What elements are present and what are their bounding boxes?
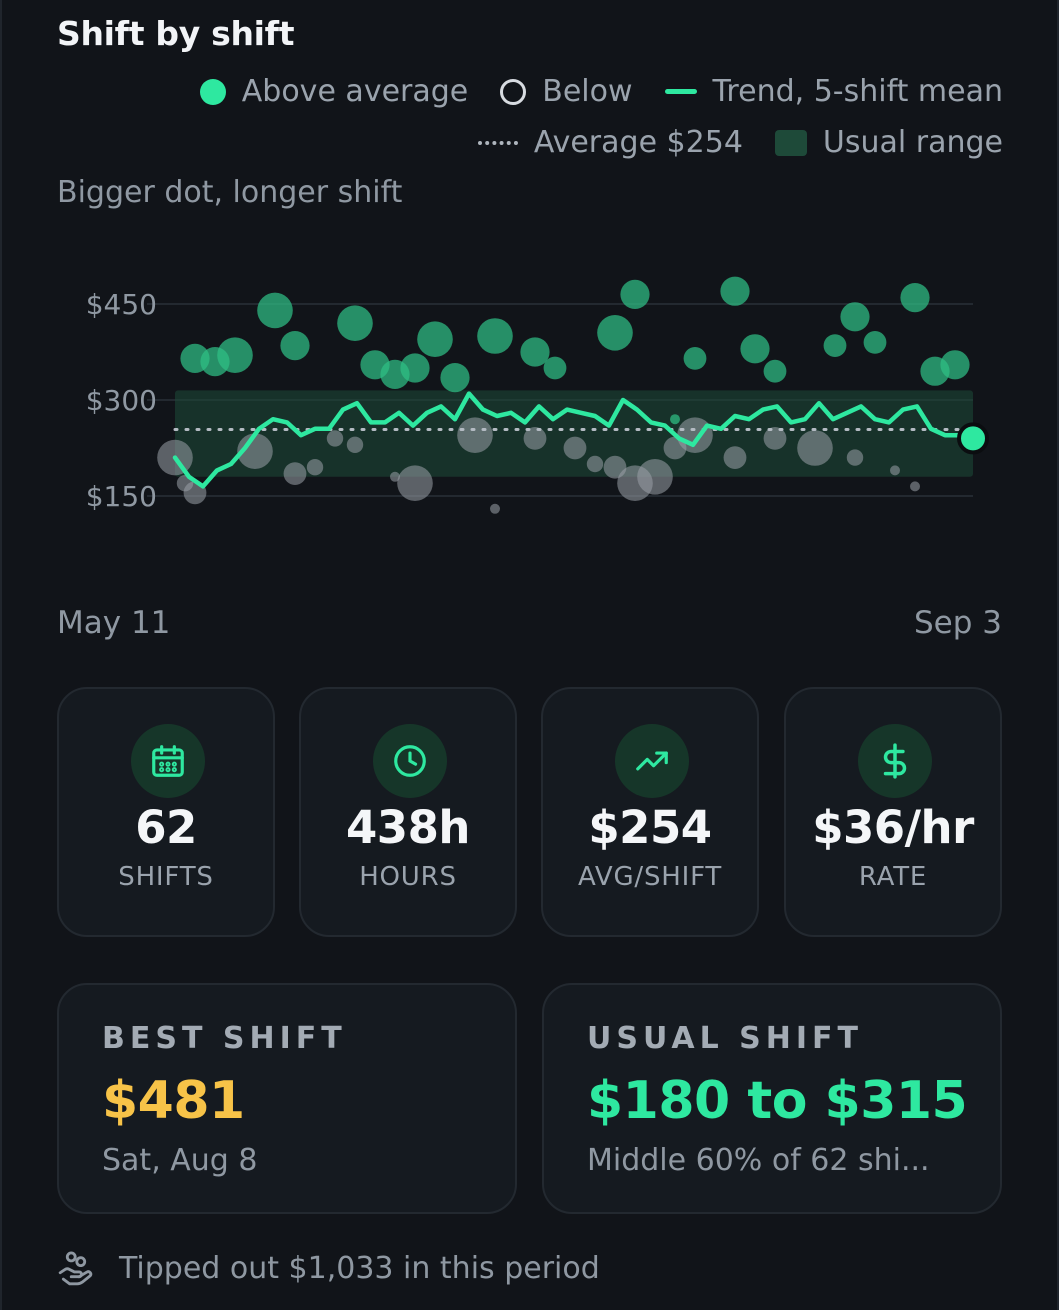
- usual-shift-note: Middle 60% of 62 shi...: [587, 1143, 930, 1178]
- legend-above: Above average: [199, 74, 469, 109]
- below-average-point: [237, 433, 273, 469]
- stat-value-hours: 438h: [346, 801, 470, 854]
- trend-line: [172, 391, 976, 489]
- tip-out-footer: Tipped out $1,033 in this period: [57, 1249, 600, 1287]
- chart-title: Shift by shift: [57, 14, 295, 53]
- below-average-point: [306, 459, 324, 476]
- below-average-point: [910, 481, 920, 492]
- best-shift-kicker: BEST SHIFT: [102, 1021, 347, 1056]
- below-average-point: [326, 430, 344, 447]
- below-average-point: [797, 430, 833, 466]
- stat-value-avg: $254: [588, 801, 712, 854]
- legend-trend-swatch: [664, 89, 697, 94]
- above-average-point: [280, 331, 310, 361]
- above-average-point: [683, 347, 707, 370]
- legend-row-2: Average $254 Usual range: [477, 125, 1003, 160]
- usual-range-band: [175, 390, 973, 477]
- above-average-point: [520, 337, 550, 367]
- best-shift-card[interactable]: BEST SHIFT $481 Sat, Aug 8: [57, 983, 517, 1214]
- stat-label-rate: RATE: [858, 862, 928, 892]
- below-average-point: [563, 436, 587, 460]
- above-average-point: [840, 302, 870, 332]
- above-average-point: [217, 337, 253, 373]
- legend-below-swatch: [500, 78, 527, 105]
- y-tick-label: $300: [86, 384, 157, 417]
- stat-label-avg: AVG/SHIFT: [577, 862, 723, 892]
- stat-card-shifts[interactable]: 62 SHIFTS: [57, 687, 275, 937]
- stat-value-shifts: 62: [135, 801, 197, 854]
- above-average-point: [670, 414, 680, 425]
- usual-shift-kicker: USUAL SHIFT: [587, 1021, 864, 1056]
- below-average-point: [397, 465, 433, 501]
- below-average-point: [763, 427, 787, 450]
- x-label-end: Sep 3: [913, 605, 1002, 641]
- legend-above-label: Above average: [241, 74, 469, 109]
- below-average-point: [346, 436, 364, 453]
- stat-card-avg[interactable]: $254 AVG/SHIFT: [541, 687, 759, 937]
- legend-average-swatch: [477, 140, 518, 145]
- trending-up-icon: [615, 724, 689, 798]
- below-average-point: [283, 462, 307, 485]
- above-average-point: [337, 305, 373, 341]
- above-average-point: [863, 331, 887, 354]
- usual-shift-card[interactable]: USUAL SHIFT $180 to $315 Middle 60% of 6…: [542, 983, 1002, 1214]
- usual-shift-value: $180 to $315: [587, 1071, 968, 1131]
- best-shift-date: Sat, Aug 8: [102, 1143, 258, 1178]
- above-average-point: [597, 315, 633, 351]
- above-average-point: [763, 359, 787, 383]
- chart-subnote: Bigger dot, longer shift: [57, 175, 403, 210]
- below-average-point: [490, 503, 500, 514]
- below-average-point: [390, 471, 400, 482]
- legend-trend-label: Trend, 5-shift mean: [712, 74, 1003, 109]
- above-average-point: [417, 321, 453, 357]
- legend-average: Average $254: [477, 125, 743, 160]
- legend-range: Usual range: [774, 125, 1003, 160]
- stat-value-rate: $36/hr: [812, 801, 974, 854]
- below-average-point: [846, 449, 864, 466]
- below-average-point: [890, 465, 900, 476]
- legend-above-swatch: [199, 78, 226, 105]
- below-average-point: [457, 417, 493, 453]
- latest-shift-point: [957, 422, 989, 455]
- above-average-point: [440, 363, 470, 393]
- calendar-icon: [131, 724, 205, 798]
- x-label-start: May 11: [57, 605, 171, 641]
- above-average-point: [823, 334, 847, 357]
- left-edge: [0, 0, 2, 1310]
- above-average-point: [477, 318, 513, 354]
- legend-range-label: Usual range: [822, 125, 1003, 160]
- stat-label-shifts: SHIFTS: [118, 862, 214, 892]
- below-average-point: [677, 417, 713, 453]
- above-average-point: [900, 283, 930, 313]
- above-average-point: [400, 353, 430, 383]
- y-tick-label: $150: [86, 480, 157, 513]
- above-average-point: [620, 279, 650, 309]
- right-edge: [1057, 0, 1059, 1310]
- above-average-point: [543, 356, 567, 380]
- above-average-point: [740, 334, 770, 364]
- dollar-icon: [858, 724, 932, 798]
- legend-average-label: Average $254: [533, 125, 743, 160]
- legend-below: Below: [500, 74, 633, 109]
- best-shift-value: $481: [102, 1071, 245, 1131]
- above-average-point: [940, 350, 970, 380]
- stat-card-rate[interactable]: $36/hr RATE: [784, 687, 1002, 937]
- below-average-point: [586, 455, 604, 473]
- legend-row-1: Above average Below Trend, 5-shift mean: [199, 74, 1003, 109]
- above-average-point: [720, 276, 750, 306]
- below-average-point: [637, 459, 673, 495]
- below-average-point: [723, 446, 747, 469]
- clock-icon: [373, 724, 447, 798]
- hand-coins-icon: [58, 1251, 93, 1286]
- stat-label-hours: HOURS: [359, 862, 457, 892]
- stat-card-hours[interactable]: 438h HOURS: [299, 687, 517, 937]
- above-average-point: [257, 292, 293, 329]
- shift-chart: $450 $300 $150: [86, 276, 989, 514]
- legend-range-swatch: [774, 129, 807, 156]
- y-tick-label: $450: [86, 288, 157, 321]
- legend-below-label: Below: [542, 74, 633, 109]
- below-average-point: [523, 427, 547, 450]
- tip-out-text: Tipped out $1,033 in this period: [119, 1250, 600, 1286]
- legend-trend: Trend, 5-shift mean: [664, 74, 1003, 109]
